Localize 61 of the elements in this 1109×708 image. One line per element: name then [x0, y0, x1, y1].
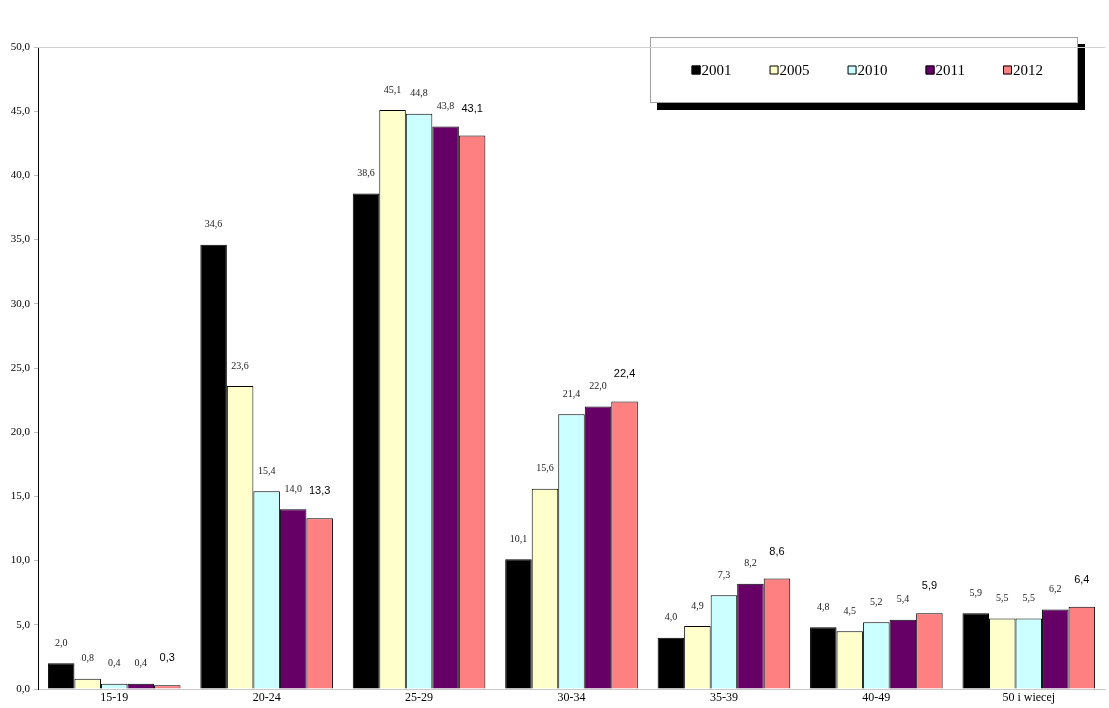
data-label: 13,3 — [308, 484, 331, 497]
data-label: 0,3 — [159, 651, 175, 664]
data-label: 14,0 — [284, 482, 302, 494]
y-tick-label: 45,0 — [10, 104, 31, 117]
y-tick-label: 10,0 — [10, 553, 31, 566]
data-label: 43,8 — [436, 100, 455, 112]
data-label: 4,0 — [664, 611, 678, 623]
data-label: 34,6 — [204, 218, 223, 230]
data-label: 4,9 — [691, 599, 704, 611]
y-tick-label: 5,0 — [16, 617, 31, 630]
data-label: 22,0 — [589, 380, 607, 392]
data-label: 5,5 — [996, 592, 1009, 604]
data-label: 0,8 — [81, 652, 94, 664]
data-label: 2,0 — [54, 636, 68, 648]
x-tick-label: 25-29 — [405, 690, 434, 705]
y-tick-label: 15,0 — [10, 489, 31, 502]
x-tick-label: 35-39 — [709, 690, 738, 705]
y-tick-label: 30,0 — [10, 296, 31, 309]
y-tick-label: 40,0 — [10, 168, 31, 181]
data-label: 0,4 — [107, 657, 121, 669]
x-tick-label: 15-19 — [100, 690, 129, 705]
data-label: 43,1 — [461, 101, 483, 114]
bar — [352, 193, 380, 689]
data-label: 7,3 — [717, 568, 731, 580]
legend-label: 2001 — [701, 61, 732, 78]
x-tick-label: 50 i wiecej — [1002, 690, 1056, 705]
data-label: 5,2 — [870, 595, 883, 607]
y-tick-label: 25,0 — [10, 360, 31, 373]
y-tick-label: 50,0 — [10, 39, 31, 52]
data-label: 44,8 — [410, 87, 428, 99]
y-tick-label: 35,0 — [10, 232, 31, 245]
data-label: 8,6 — [769, 544, 785, 557]
data-label: 5,9 — [921, 579, 938, 592]
data-label: 5,9 — [969, 586, 982, 598]
x-tick-label: 40-49 — [862, 690, 891, 705]
y-tick-label: 20,0 — [10, 425, 31, 438]
data-label: 38,6 — [357, 167, 375, 178]
legend-label: 2011 — [935, 61, 966, 78]
legend-label: 2010 — [857, 61, 888, 78]
data-label: 5,5 — [1022, 592, 1036, 604]
data-label: 4,8 — [817, 600, 830, 612]
data-label: 23,6 — [231, 359, 249, 371]
x-tick-label: 20-24 — [252, 690, 281, 705]
data-label: 21,4 — [562, 387, 581, 399]
data-label: 5,4 — [896, 593, 910, 605]
bar — [962, 613, 989, 689]
data-label: 22,4 — [613, 367, 636, 380]
data-label: 8,2 — [744, 557, 757, 569]
bar — [657, 637, 685, 689]
data-label: 0,4 — [134, 657, 147, 669]
data-label: 15,6 — [536, 462, 554, 474]
x-tick-label: 30-34 — [557, 690, 586, 705]
data-label: 15,4 — [257, 464, 276, 476]
legend-label: 2012 — [1013, 61, 1043, 78]
y-tick-label: 0,0 — [16, 681, 31, 694]
data-label: 10,1 — [509, 532, 528, 544]
data-label: 6,4 — [1074, 572, 1090, 585]
data-label: 4,5 — [843, 604, 857, 616]
legend-label: 2005 — [779, 61, 810, 78]
data-label: 6,2 — [1049, 583, 1062, 595]
data-label: 45,1 — [383, 83, 402, 95]
